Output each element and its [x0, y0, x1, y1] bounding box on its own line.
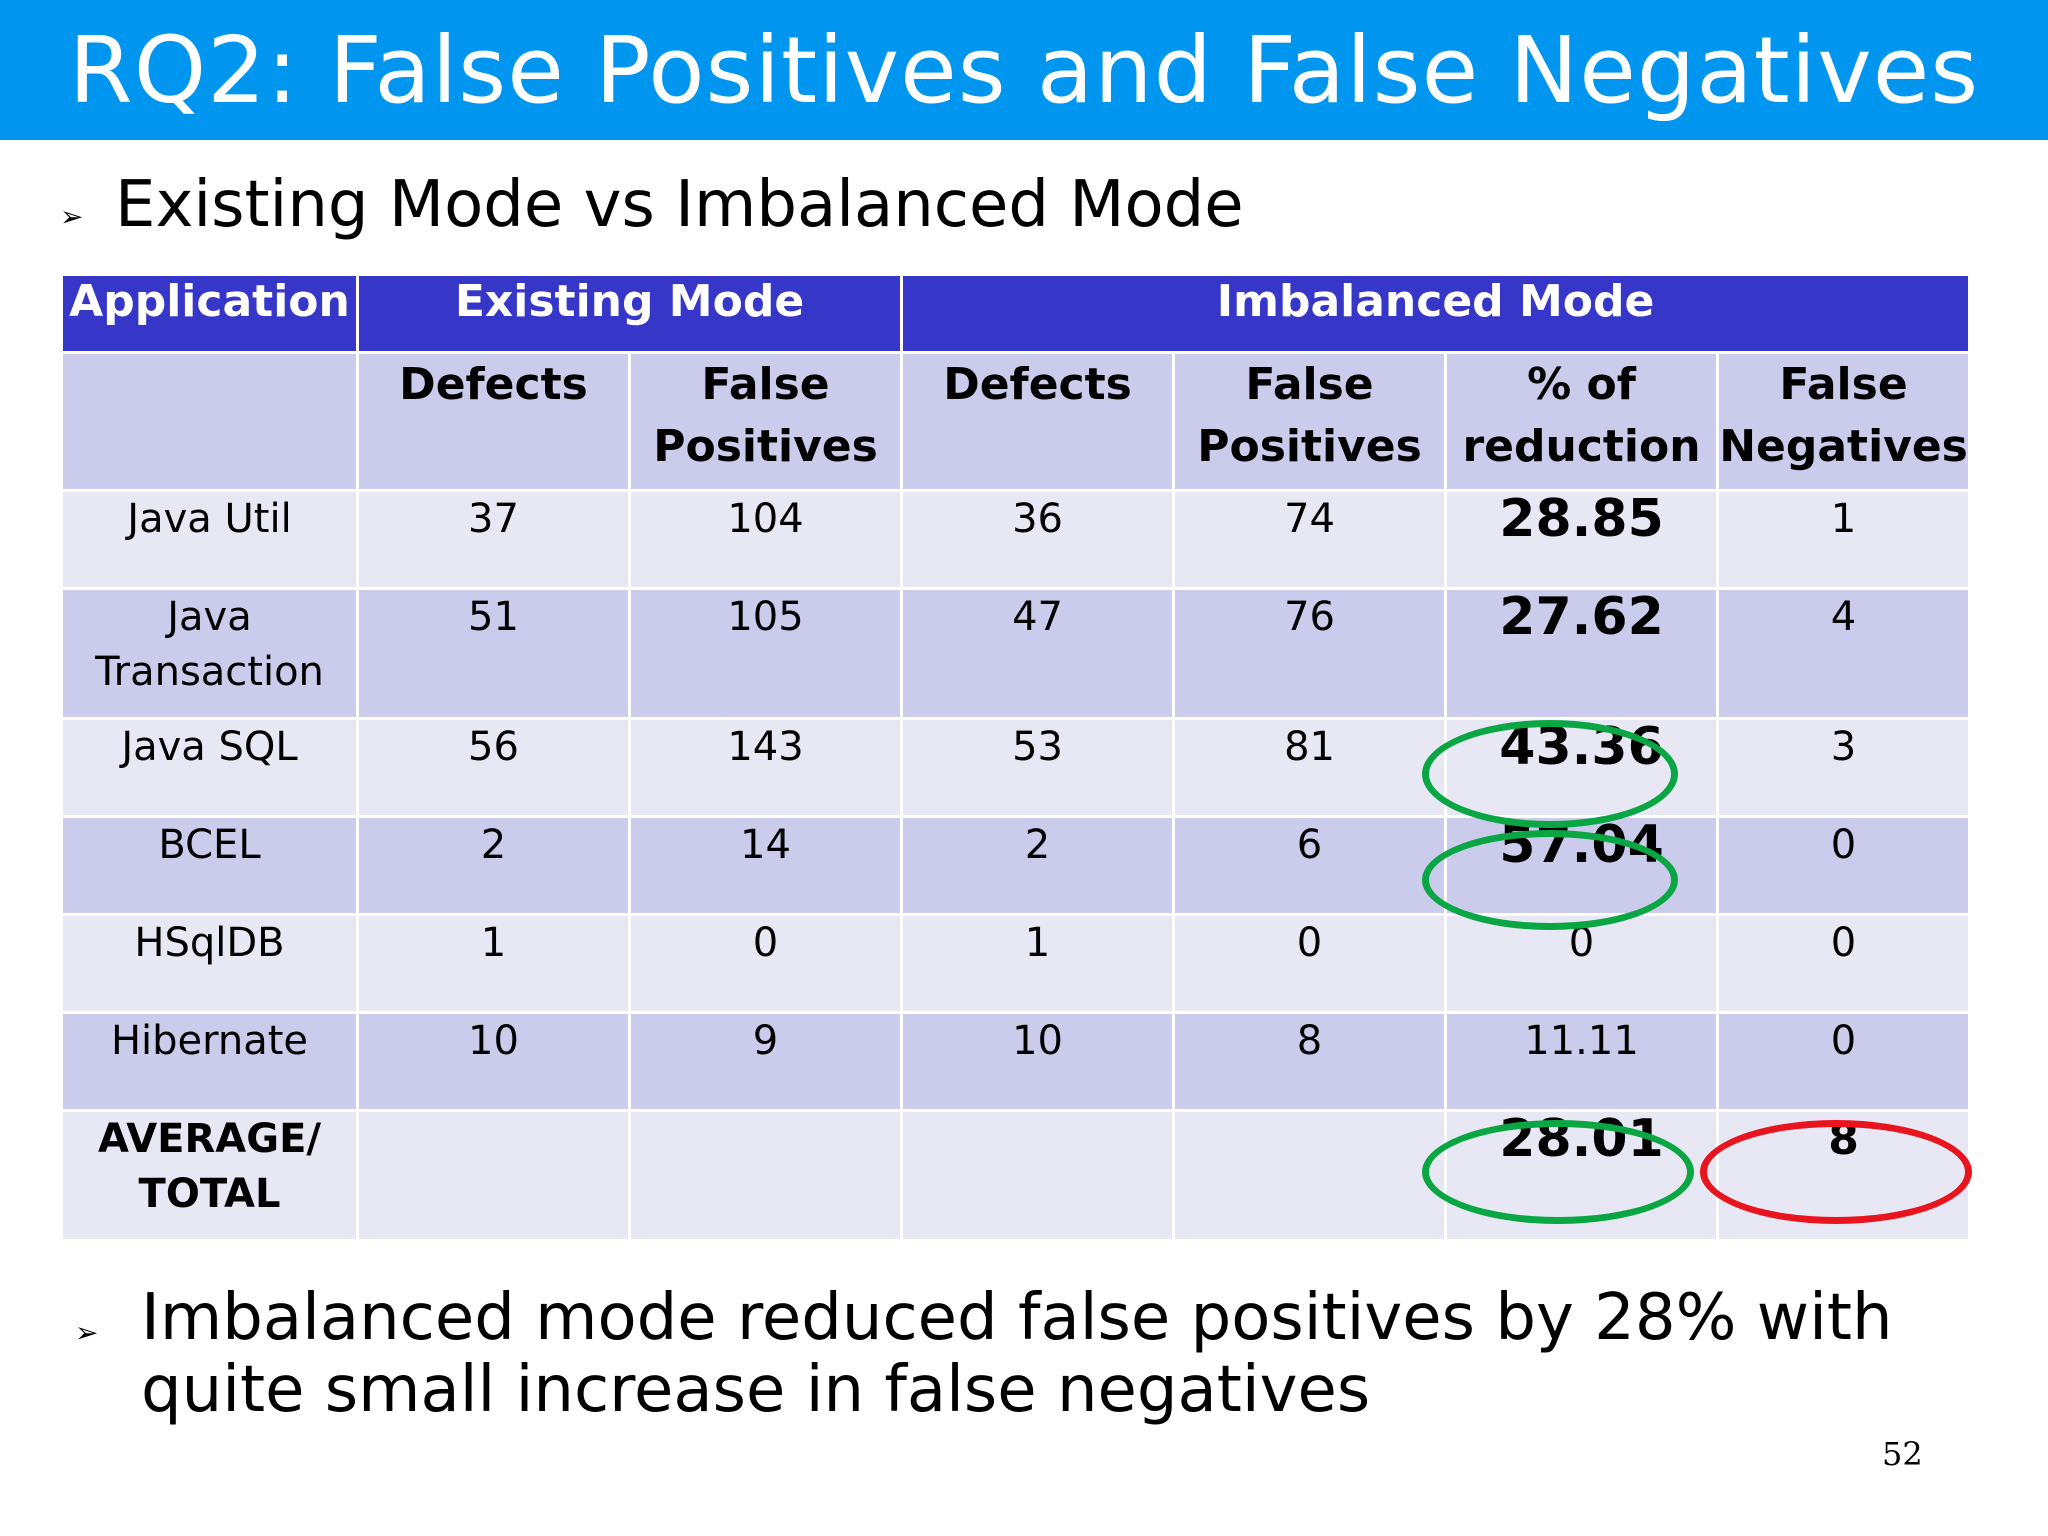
bullet-intro-text: Existing Mode vs Imbalanced Mode	[115, 168, 1244, 242]
subheader-reduction-percent: % of reduction	[1444, 351, 1720, 492]
cell-false-negatives: 0	[1716, 913, 1972, 1014]
cell-reduction-percent: 0	[1444, 913, 1720, 1014]
cell-imbalanced-false-positives	[1172, 1109, 1448, 1242]
cell-application: Java Util	[60, 489, 359, 590]
cell-application: Java SQL	[60, 717, 359, 818]
cell-application: HSqlDB	[60, 913, 359, 1014]
cell-existing-defects: 37	[356, 489, 631, 590]
table-row-average-total: AVERAGE/ TOTAL 28.01 8	[60, 1109, 1972, 1242]
table-row: Java SQL 56 143 53 81 43.36 3	[60, 717, 1972, 818]
title-bar: RQ2: False Positives and False Negatives	[0, 0, 2048, 140]
cell-existing-defects: 51	[356, 587, 631, 720]
cell-existing-false-positives	[627, 1109, 904, 1242]
results-table: Application Existing Mode Imbalanced Mod…	[60, 273, 1972, 1242]
cell-imbalanced-defects	[900, 1109, 1176, 1242]
cell-false-negatives: 3	[1716, 717, 1972, 818]
header-application: Application	[60, 273, 359, 354]
cell-existing-defects: 1	[356, 913, 631, 1014]
cell-imbalanced-defects: 47	[900, 587, 1176, 720]
cell-imbalanced-false-positives: 8	[1172, 1011, 1448, 1112]
cell-imbalanced-defects: 36	[900, 489, 1176, 590]
cell-existing-defects: 2	[356, 815, 631, 916]
bullet-conclusion: ➢ Imbalanced mode reduced false positive…	[75, 1282, 2021, 1426]
subheader-blank	[60, 351, 359, 492]
subheader-false-negatives: False Negatives	[1716, 351, 1972, 492]
header-existing-mode: Existing Mode	[355, 273, 904, 354]
page-number: 52	[1882, 1435, 1923, 1473]
cell-reduction-percent: 27.62	[1444, 587, 1720, 720]
cell-imbalanced-false-positives: 0	[1172, 913, 1448, 1014]
cell-application: Java Transaction	[60, 587, 359, 720]
cell-reduction-percent: 11.11	[1444, 1011, 1720, 1112]
table-row: HSqlDB 1 0 1 0 0 0	[60, 913, 1972, 1014]
cell-false-negatives: 0	[1716, 815, 1972, 916]
header-imbalanced-mode: Imbalanced Mode	[900, 273, 1972, 354]
cell-reduction-percent: 57.04	[1444, 815, 1720, 916]
cell-existing-defects: 56	[356, 717, 631, 818]
slide-title: RQ2: False Positives and False Negatives	[68, 16, 1980, 124]
cell-reduction-percent: 43.36	[1444, 717, 1720, 818]
cell-application: AVERAGE/ TOTAL	[60, 1109, 359, 1242]
group-header-row: Application Existing Mode Imbalanced Mod…	[60, 273, 1972, 354]
cell-false-negatives: 4	[1716, 587, 1972, 720]
cell-false-negatives: 0	[1716, 1011, 1972, 1112]
cell-application: BCEL	[60, 815, 359, 916]
subheader-imbalanced-false-positives: False Positives	[1172, 351, 1448, 492]
subheader-imbalanced-defects: Defects	[900, 351, 1176, 492]
table-row: BCEL 2 14 2 6 57.04 0	[60, 815, 1972, 916]
table-row: Java Transaction 51 105 47 76 27.62 4	[60, 587, 1972, 720]
cell-existing-false-positives: 14	[627, 815, 904, 916]
cell-imbalanced-false-positives: 74	[1172, 489, 1448, 590]
cell-imbalanced-false-positives: 81	[1172, 717, 1448, 818]
cell-existing-false-positives: 105	[627, 587, 904, 720]
cell-existing-false-positives: 104	[627, 489, 904, 590]
bullet-conclusion-text: Imbalanced mode reduced false positives …	[141, 1281, 1893, 1427]
bullet-intro: ➢ Existing Mode vs Imbalanced Mode	[60, 165, 1244, 245]
cell-imbalanced-false-positives: 76	[1172, 587, 1448, 720]
arrowhead-bullet-icon: ➢	[75, 1316, 99, 1349]
table-row: Java Util 37 104 36 74 28.85 1	[60, 489, 1972, 590]
cell-false-negatives: 1	[1716, 489, 1972, 590]
arrowhead-bullet-icon: ➢	[60, 200, 84, 233]
cell-existing-defects: 10	[356, 1011, 631, 1112]
table-row: Hibernate 10 9 10 8 11.11 0	[60, 1011, 1972, 1112]
cell-imbalanced-defects: 53	[900, 717, 1176, 818]
subheader-existing-false-positives: False Positives	[627, 351, 904, 492]
sub-header-row: Defects False Positives Defects False Po…	[60, 351, 1972, 492]
cell-existing-false-positives: 9	[627, 1011, 904, 1112]
cell-application: Hibernate	[60, 1011, 359, 1112]
cell-existing-false-positives: 143	[627, 717, 904, 818]
subheader-existing-defects: Defects	[356, 351, 631, 492]
cell-reduction-percent: 28.85	[1444, 489, 1720, 590]
cell-imbalanced-defects: 10	[900, 1011, 1176, 1112]
cell-false-negatives: 8	[1716, 1109, 1972, 1242]
cell-imbalanced-defects: 2	[900, 815, 1176, 916]
cell-existing-false-positives: 0	[627, 913, 904, 1014]
cell-imbalanced-defects: 1	[900, 913, 1176, 1014]
cell-imbalanced-false-positives: 6	[1172, 815, 1448, 916]
cell-reduction-percent: 28.01	[1444, 1109, 1720, 1242]
cell-existing-defects	[356, 1109, 631, 1242]
